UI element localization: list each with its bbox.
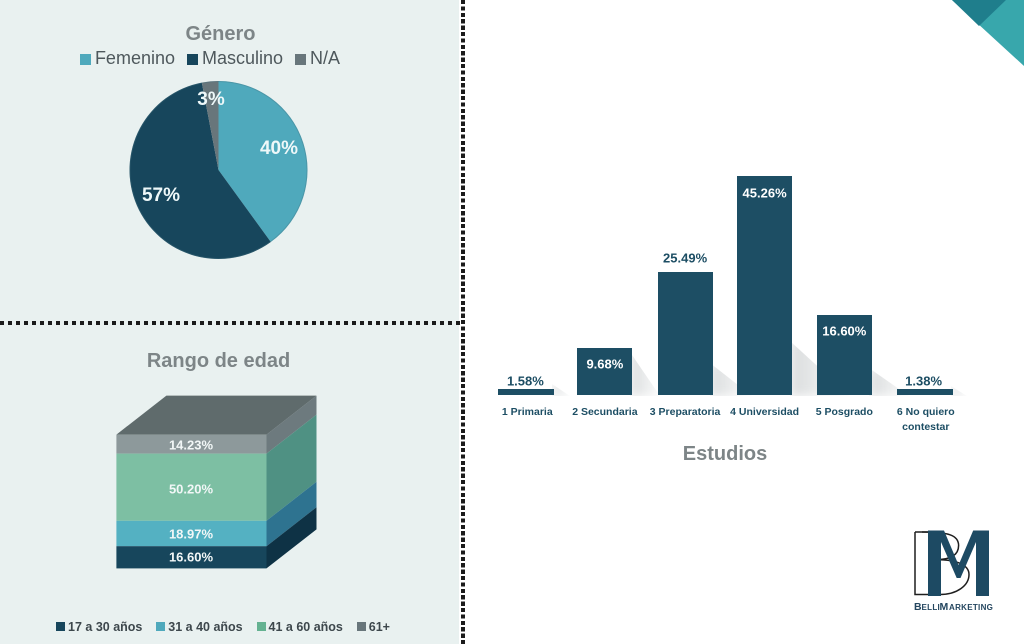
svg-text:M: M bbox=[940, 601, 949, 613]
svg-text:B: B bbox=[914, 601, 922, 613]
svg-text:ELLI: ELLI bbox=[922, 603, 941, 612]
svg-text:ARKETING: ARKETING bbox=[949, 603, 993, 612]
